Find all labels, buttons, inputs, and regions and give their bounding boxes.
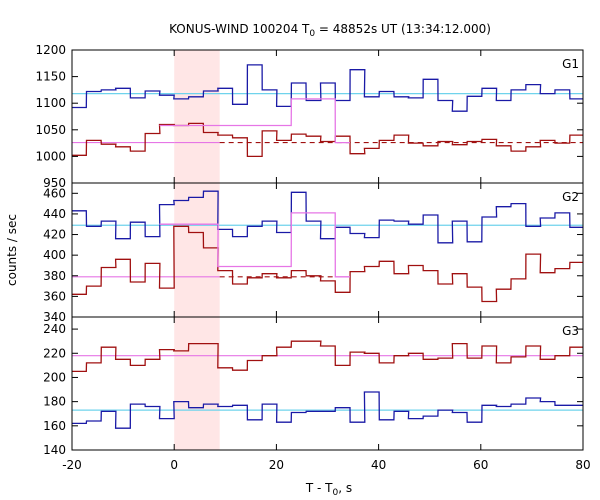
panel-g2-plot xyxy=(72,190,583,303)
chart-title: KONUS-WIND 100204 T0 = 48852s UT (13:34:… xyxy=(169,22,491,39)
panel-frame-g3 xyxy=(71,316,584,451)
tick-layer xyxy=(71,49,584,451)
y-tick-label-g3: 220 xyxy=(43,346,66,360)
y-tick-label-g1: 1000 xyxy=(35,149,66,163)
panel-label-g2: G2 xyxy=(562,190,579,204)
series-g1-blue xyxy=(72,64,583,112)
series-g3-red xyxy=(72,340,583,373)
panel-label-g3: G3 xyxy=(562,324,579,338)
y-tick-label-g3: 200 xyxy=(43,370,66,384)
series-g2-fit xyxy=(159,212,350,278)
panel-frames xyxy=(71,49,584,451)
y-tick-label-g3: 240 xyxy=(43,322,66,336)
series-g2-red xyxy=(72,225,583,303)
series-g2-blue xyxy=(72,190,583,244)
shaded-interval-layer xyxy=(174,50,220,450)
x-tick-label: 40 xyxy=(371,458,386,472)
y-tick-label-g2: 440 xyxy=(43,207,66,221)
y-tick-label-g2: 400 xyxy=(43,248,66,262)
x-tick-label: 80 xyxy=(575,458,590,472)
y-tick-label-g1: 1050 xyxy=(35,123,66,137)
y-tick-label-g3: 140 xyxy=(43,443,66,457)
y-tick-label-g2: 460 xyxy=(43,186,66,200)
y-tick-label-g1: 950 xyxy=(43,176,66,190)
x-tick-label: 0 xyxy=(170,458,178,472)
panel-g1-plot xyxy=(72,64,583,158)
panel-frame-g2 xyxy=(71,182,584,318)
y-axis-label: counts / sec xyxy=(5,214,19,286)
y-tick-label-g2: 340 xyxy=(43,310,66,324)
y-tick-label-g1: 1100 xyxy=(35,96,66,110)
series-g1-fit xyxy=(159,98,350,144)
y-tick-label-g3: 180 xyxy=(43,395,66,409)
x-tick-label: 20 xyxy=(269,458,284,472)
panel-g3-plot xyxy=(72,340,583,429)
y-tick-label-g3: 160 xyxy=(43,419,66,433)
y-tick-label-g2: 360 xyxy=(43,289,66,303)
panel-frame-g1 xyxy=(71,49,584,184)
y-tick-label-g2: 380 xyxy=(43,269,66,283)
label-layer: 95010001050110011501200G1340360380400420… xyxy=(35,43,590,472)
series-g3-blue xyxy=(72,391,583,429)
panel-label-g1: G1 xyxy=(562,57,579,71)
y-tick-label-g1: 1150 xyxy=(35,70,66,84)
series-g1-red xyxy=(72,122,583,158)
x-tick-label: -20 xyxy=(62,458,82,472)
x-axis-label: T - T0, s xyxy=(305,481,352,498)
x-tick-label: 60 xyxy=(473,458,488,472)
y-tick-label-g1: 1200 xyxy=(35,43,66,57)
y-tick-label-g2: 420 xyxy=(43,228,66,242)
highlight-interval xyxy=(174,50,220,450)
series-layer xyxy=(72,64,583,429)
